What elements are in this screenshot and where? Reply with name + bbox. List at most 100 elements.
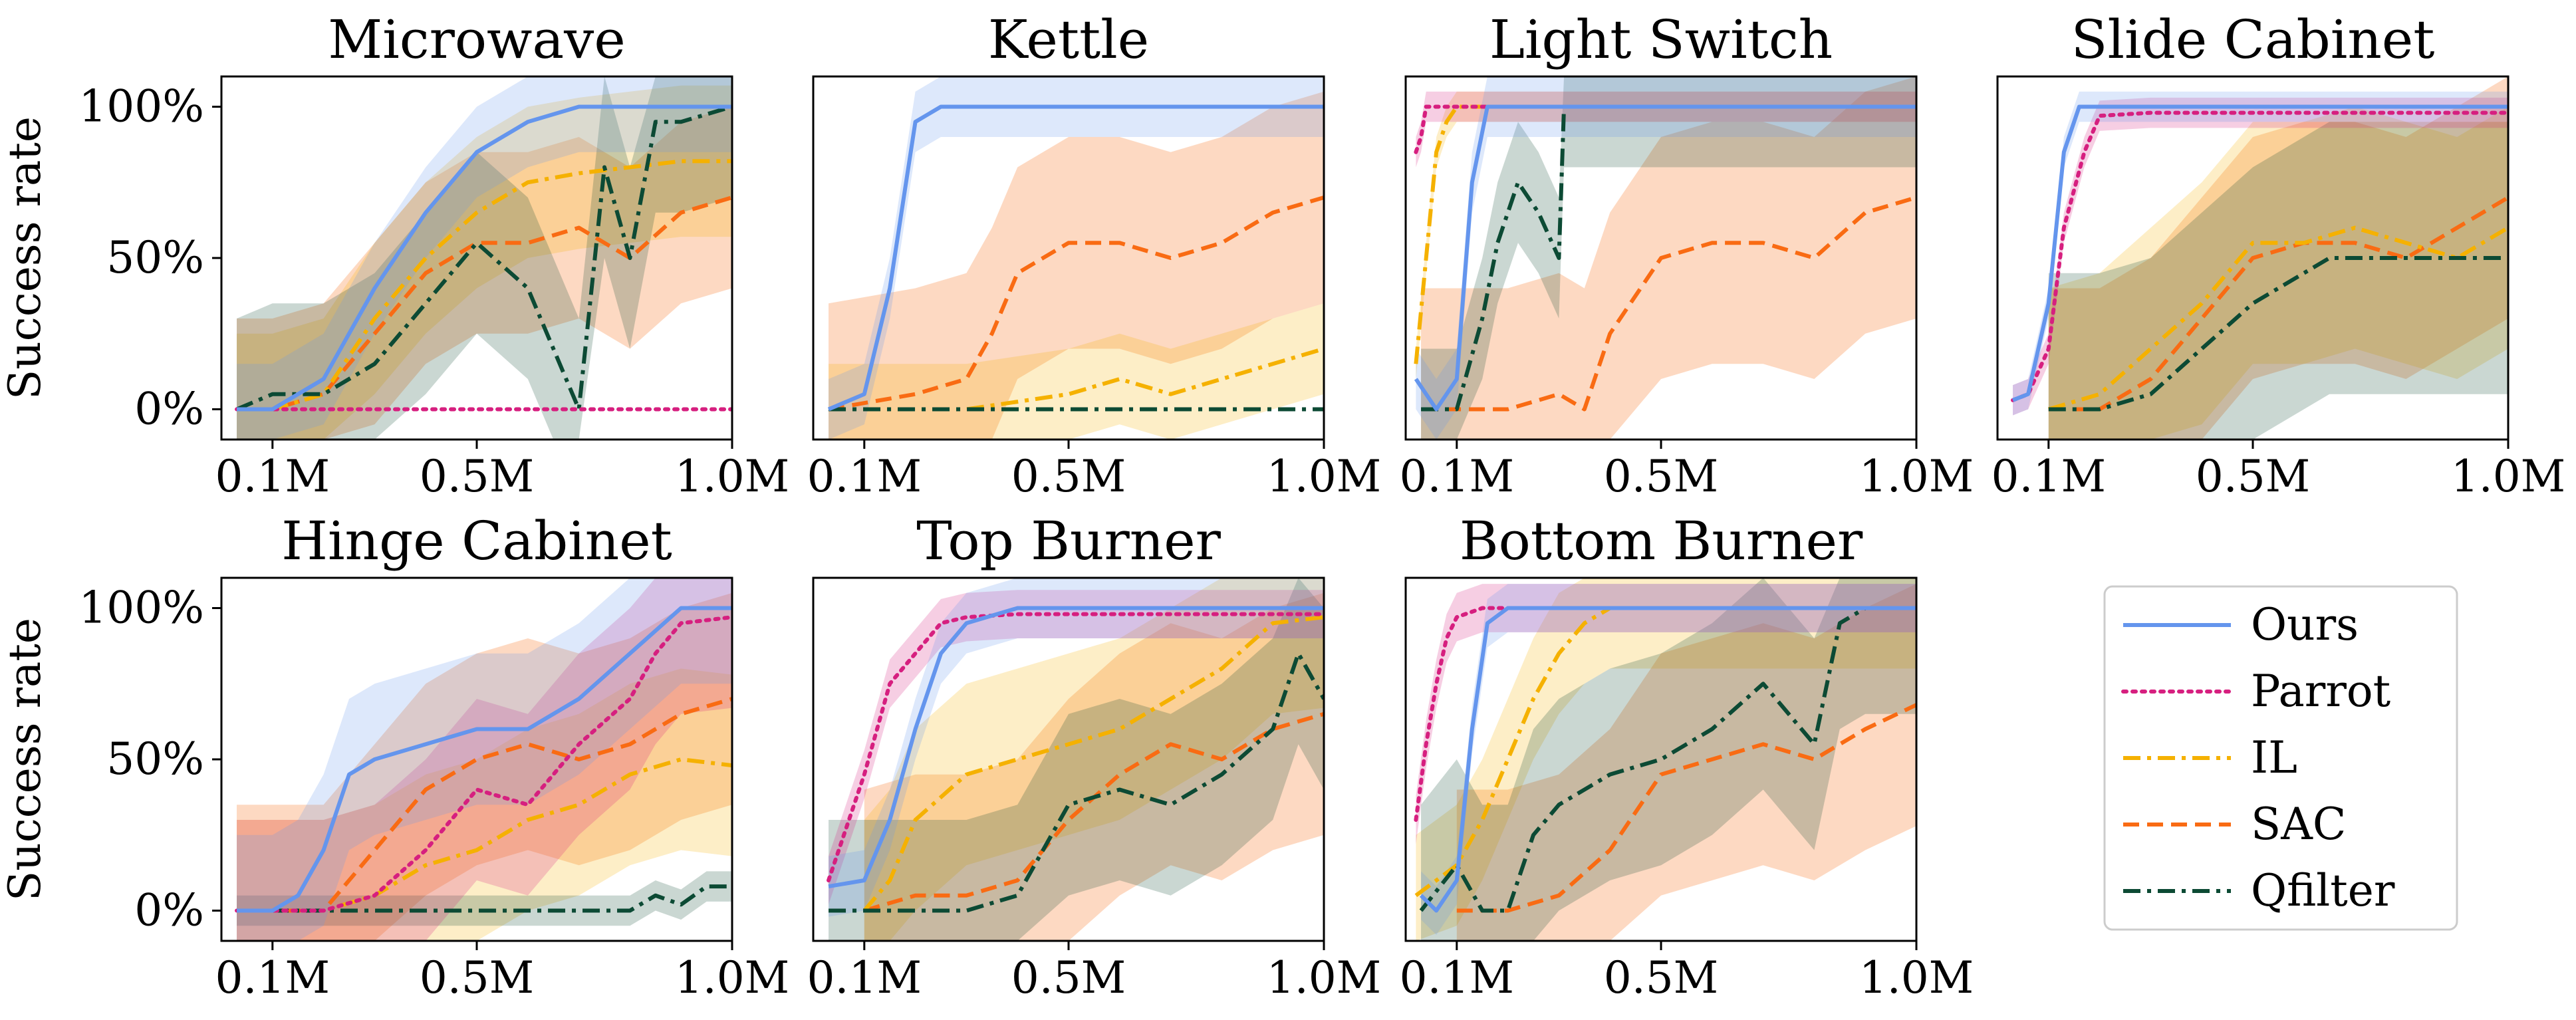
series-line-ours bbox=[2011, 104, 2508, 402]
x-tick-label: 1.0M bbox=[1267, 451, 1382, 502]
band-sac bbox=[829, 91, 1324, 440]
band-sac bbox=[864, 592, 1324, 941]
subplot-title: Hinge Cabinet bbox=[281, 510, 672, 572]
plot-area bbox=[1414, 76, 1916, 440]
legend-entry-ours: Ours bbox=[2123, 599, 2359, 650]
subplot-title: Top Burner bbox=[916, 510, 1221, 572]
legend-label: IL bbox=[2251, 732, 2297, 783]
band-ours bbox=[1421, 584, 1916, 935]
series-line-il bbox=[237, 159, 732, 412]
x-tick-label: 1.0M bbox=[675, 451, 790, 502]
series-line-sac bbox=[2048, 195, 2508, 412]
band-qfilter bbox=[829, 578, 1324, 941]
series-line-qfilter bbox=[235, 104, 732, 412]
legend-label: Qfilter bbox=[2251, 865, 2395, 916]
series-line-ours bbox=[1419, 606, 1916, 913]
series-line-il bbox=[829, 346, 1324, 412]
x-tick-label: 0.1M bbox=[1400, 952, 1515, 1003]
x-tick-label: 0.1M bbox=[807, 451, 922, 502]
band-il bbox=[864, 578, 1324, 941]
subplot-light-switch: Light Switch 0.1M 0.5M 1.0M bbox=[1400, 9, 1974, 502]
subplot-hinge-cabinet: Hinge Cabinet 0.1M 0.5M 1.0M 0% 50% 100% Succes… bbox=[0, 510, 789, 1003]
band-il bbox=[237, 668, 732, 941]
band-parrot bbox=[1416, 91, 1916, 168]
band-sac bbox=[2048, 76, 2508, 440]
y-tick-label: 0% bbox=[134, 384, 204, 435]
series-line-parrot bbox=[2011, 110, 2508, 402]
subplot-title: Kettle bbox=[988, 9, 1149, 70]
x-tick-label: 0.5M bbox=[1604, 952, 1719, 1003]
band-qfilter bbox=[2048, 122, 2508, 440]
x-tick-label: 0.1M bbox=[807, 952, 922, 1003]
x-tick-label: 1.0M bbox=[675, 952, 790, 1003]
subplot-title: Bottom Burner bbox=[1460, 510, 1863, 572]
subplot-title: Light Switch bbox=[1489, 9, 1833, 70]
legend-label: Ours bbox=[2251, 599, 2359, 650]
y-axis-label: Success rate bbox=[0, 618, 51, 901]
subplot-microwave: Microwave 0.1M 0.5M 1.0M 0% 50% 100% Success ra… bbox=[0, 9, 789, 502]
series-line-qfilter bbox=[829, 651, 1324, 913]
band-ours bbox=[237, 578, 732, 941]
x-tick-label: 0.1M bbox=[215, 952, 330, 1003]
plot-area bbox=[235, 76, 732, 440]
series-line-sac bbox=[1456, 703, 1916, 913]
band-ours bbox=[829, 578, 1324, 917]
legend-entry-qfilter: Qfilter bbox=[2123, 865, 2395, 916]
series-line-parrot bbox=[235, 615, 732, 913]
series-line-qfilter bbox=[1419, 606, 1916, 913]
legend-entry-sac: SAC bbox=[2123, 799, 2346, 850]
x-tick-label: 0.5M bbox=[1011, 451, 1126, 502]
legend-label: SAC bbox=[2251, 799, 2346, 850]
series-line-sac bbox=[237, 195, 732, 412]
series-line-sac bbox=[1421, 195, 1916, 412]
band-il bbox=[2048, 106, 2508, 440]
series-line-ours bbox=[237, 104, 732, 412]
band-ours bbox=[829, 76, 1324, 440]
series-line-ours bbox=[828, 606, 1324, 889]
band-il bbox=[1416, 91, 1916, 379]
subplot-top-burner: Top Burner 0.1M 0.5M 1.0M bbox=[807, 510, 1382, 1003]
legend-label: Parrot bbox=[2251, 666, 2390, 717]
y-tick-label: 100% bbox=[78, 582, 204, 634]
band-ours bbox=[1416, 76, 1916, 440]
legend-box bbox=[2103, 585, 2458, 931]
plot-area bbox=[827, 76, 1324, 440]
x-tick-label: 0.5M bbox=[420, 952, 535, 1003]
series-line-il bbox=[2047, 225, 2508, 412]
band-sac bbox=[1456, 584, 1916, 941]
legend-entry-il: IL bbox=[2123, 732, 2297, 783]
x-tick-label: 1.0M bbox=[1859, 451, 1974, 502]
y-tick-label: 50% bbox=[106, 232, 204, 283]
x-tick-label: 0.5M bbox=[1604, 451, 1719, 502]
series-line-qfilter bbox=[237, 884, 732, 913]
series-line-ours bbox=[237, 606, 732, 913]
plot-area bbox=[235, 578, 732, 941]
x-tick-label: 0.5M bbox=[1011, 952, 1126, 1003]
series-line-il bbox=[862, 615, 1324, 912]
series-line-sac bbox=[828, 195, 1324, 412]
subplot-title: Slide Cabinet bbox=[2071, 9, 2435, 70]
x-tick-label: 0.1M bbox=[1992, 451, 2107, 502]
plot-area bbox=[827, 578, 1324, 941]
legend-entry-parrot: Parrot bbox=[2121, 666, 2390, 717]
series-line-sac bbox=[237, 697, 732, 913]
x-tick-label: 0.5M bbox=[420, 451, 535, 502]
subplot-slide-cabinet: Slide Cabinet 0.1M 0.5M 1.0M bbox=[1992, 9, 2566, 502]
subplot-kettle: Kettle 0.1M 0.5M 1.0M bbox=[807, 9, 1382, 502]
band-qfilter bbox=[1421, 578, 1916, 941]
series-line-parrot bbox=[827, 612, 1324, 882]
subplot-bottom-burner: Bottom Burner 0.1M 0.5M 1.0M bbox=[1400, 510, 1974, 1003]
y-tick-label: 100% bbox=[78, 81, 204, 132]
x-tick-label: 1.0M bbox=[2451, 451, 2566, 502]
band-il bbox=[1416, 578, 1916, 941]
x-tick-label: 0.1M bbox=[215, 451, 330, 502]
y-tick-label: 50% bbox=[106, 733, 204, 785]
band-sac bbox=[1421, 76, 1916, 440]
plot-area bbox=[1414, 578, 1916, 941]
x-tick-label: 0.1M bbox=[1400, 451, 1515, 502]
series-line-qfilter bbox=[2048, 256, 2508, 412]
plot-area bbox=[2011, 76, 2508, 440]
x-tick-label: 1.0M bbox=[1859, 952, 1974, 1003]
series-line-ours bbox=[1414, 104, 1916, 412]
